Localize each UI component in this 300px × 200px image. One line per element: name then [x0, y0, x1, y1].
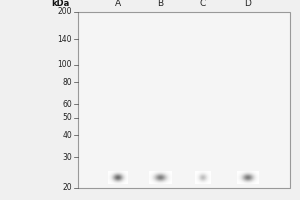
Text: B: B [157, 0, 163, 8]
Text: D: D [244, 0, 251, 8]
Text: C: C [200, 0, 206, 8]
Text: 200: 200 [58, 7, 72, 17]
Text: kDa: kDa [52, 0, 70, 8]
Bar [78, 12, 290, 188]
Text: 30: 30 [62, 153, 72, 162]
Text: 140: 140 [58, 35, 72, 44]
Text: 100: 100 [58, 60, 72, 69]
Text: 80: 80 [62, 78, 72, 87]
Text: 40: 40 [62, 131, 72, 140]
Text: 20: 20 [62, 184, 72, 192]
Text: 60: 60 [62, 100, 72, 109]
Text: 50: 50 [62, 113, 72, 122]
Text: A: A [115, 0, 121, 8]
